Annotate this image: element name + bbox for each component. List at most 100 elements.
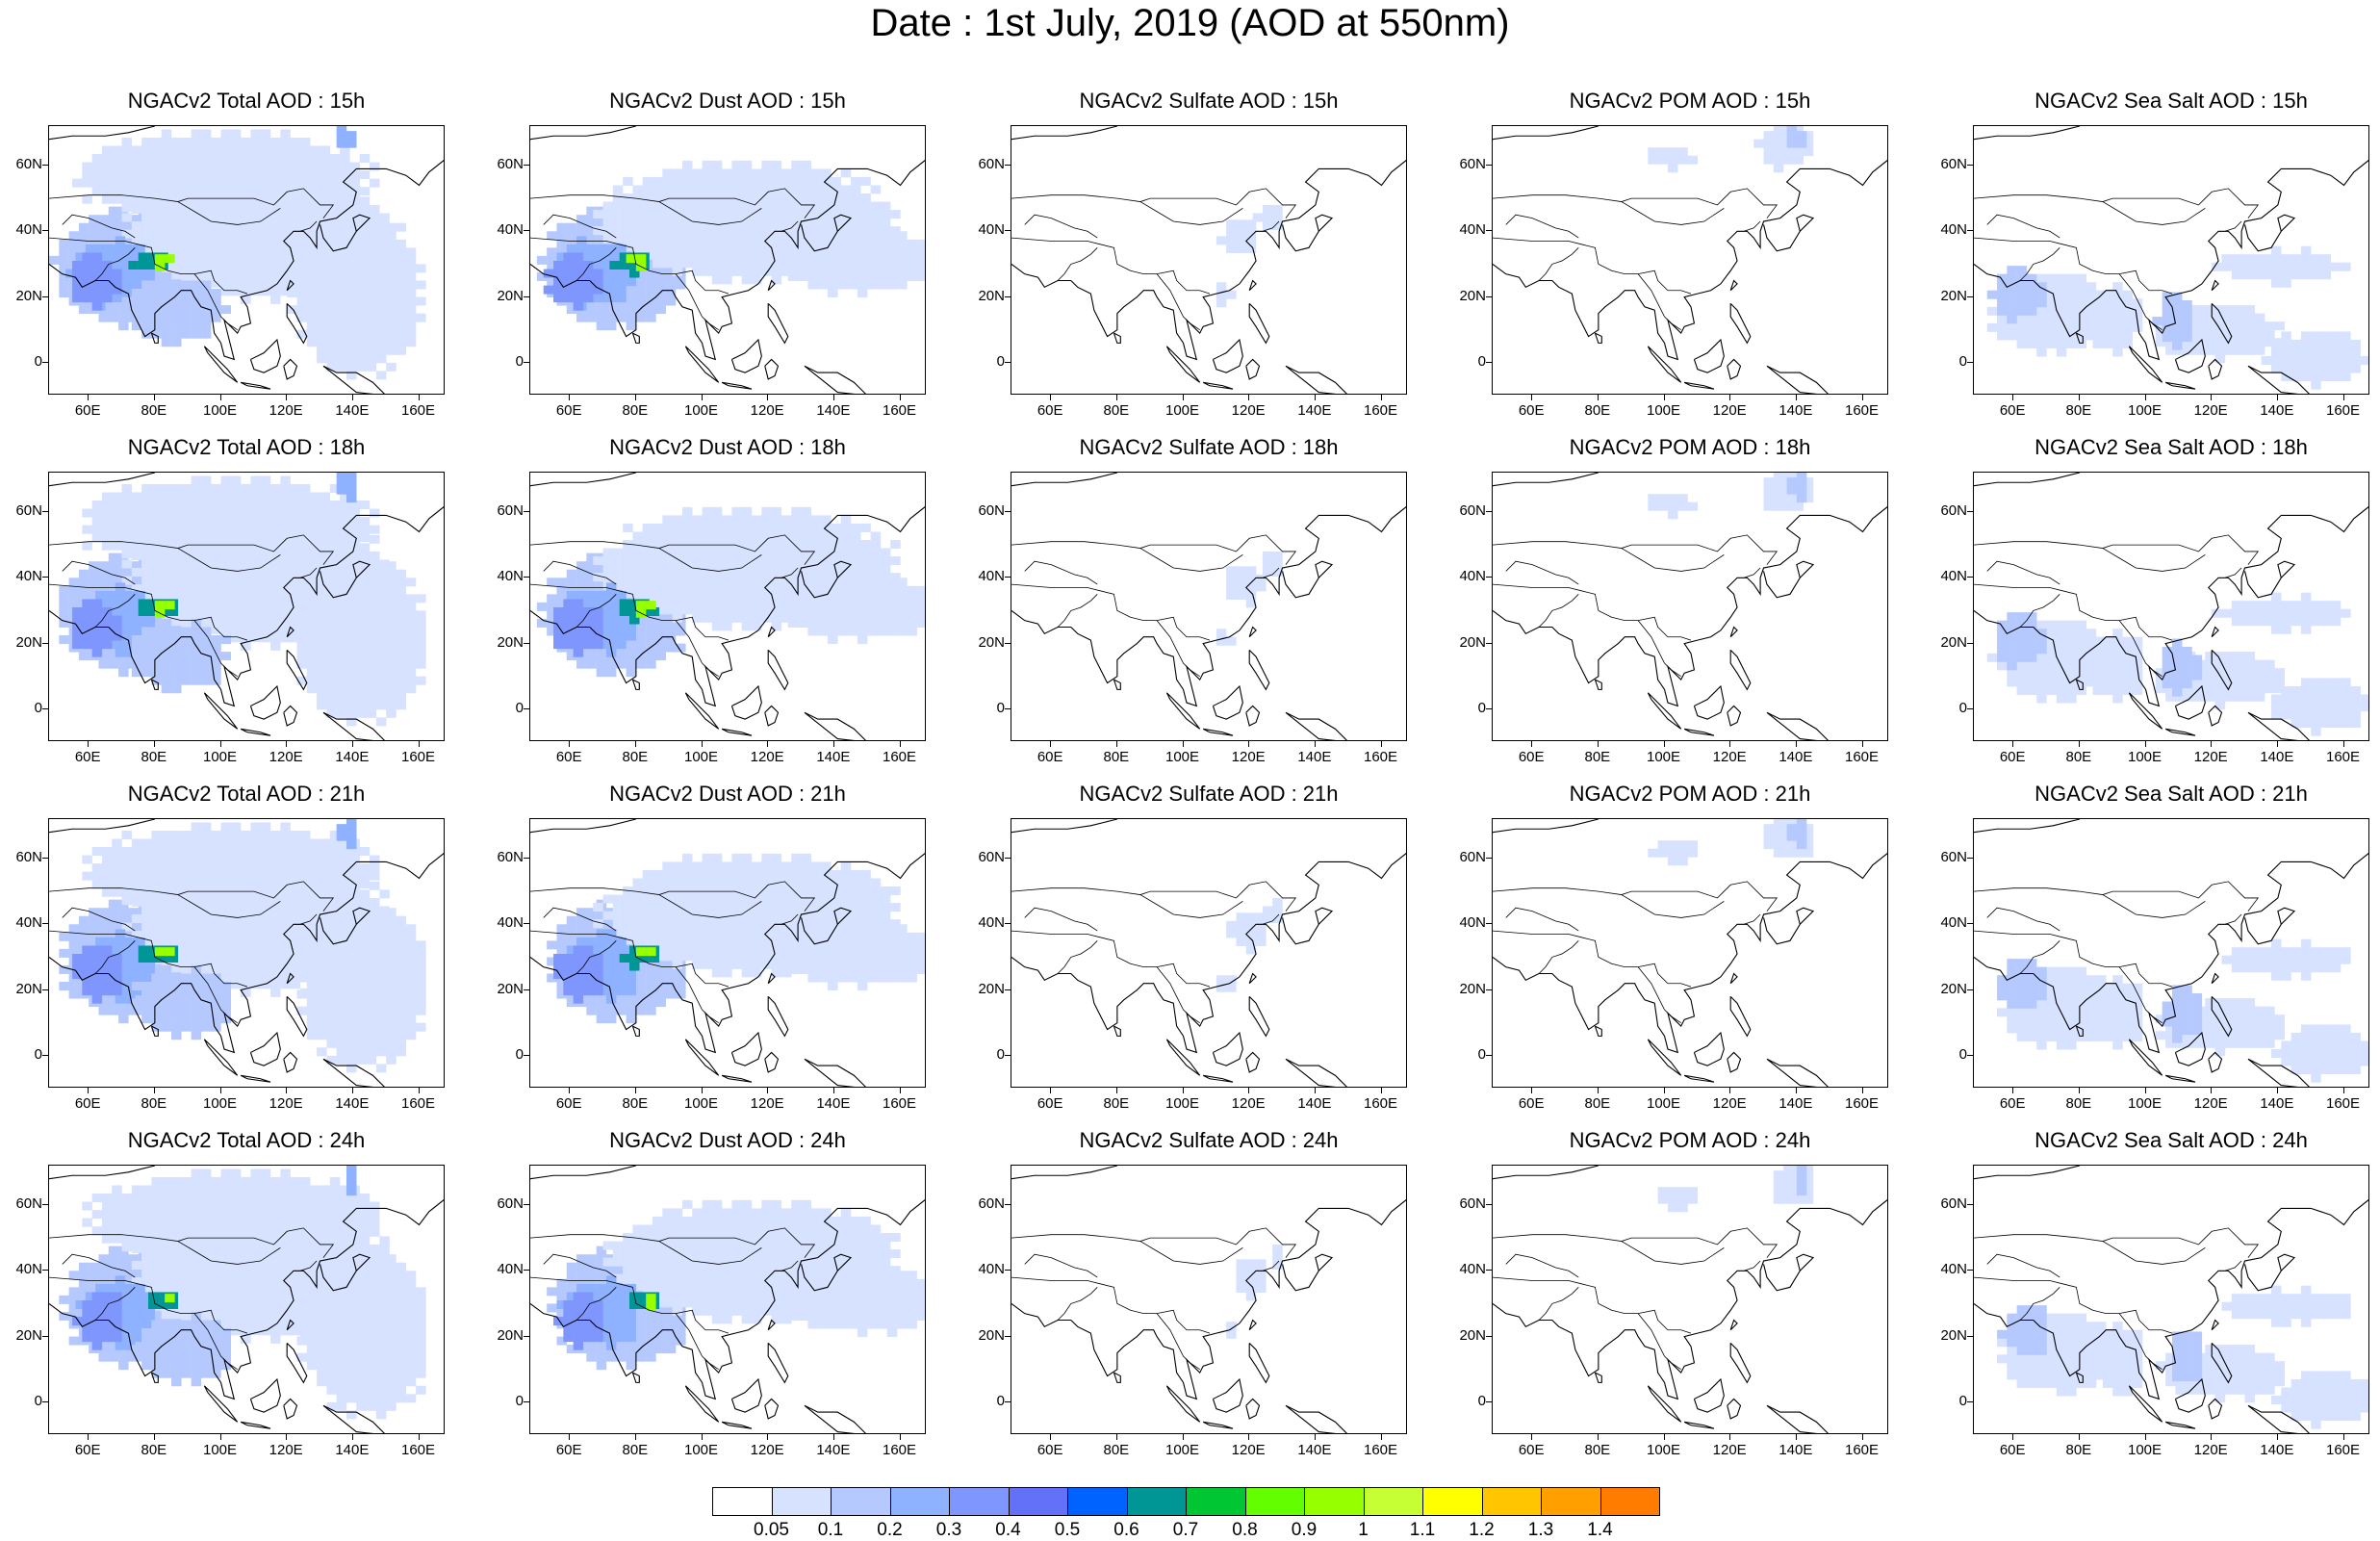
aod-cell	[1787, 131, 1798, 140]
aod-cell	[2232, 617, 2242, 626]
y-tick-label: 20N	[1929, 635, 1967, 651]
aod-cell	[132, 568, 142, 577]
aod-map-total-15h	[48, 125, 445, 395]
aod-cell	[181, 170, 192, 179]
aod-cell	[636, 601, 647, 609]
x-tick	[1116, 741, 1117, 747]
aod-cell	[2123, 645, 2134, 654]
aod-cell	[831, 531, 841, 540]
aod-cell	[231, 593, 242, 602]
aod-cell	[731, 507, 742, 516]
aod-cell	[2281, 609, 2291, 618]
aod-cell	[574, 599, 584, 607]
aod-cell	[376, 338, 387, 347]
aod-cell	[2341, 356, 2351, 365]
aod-cell	[102, 542, 113, 551]
aod-cell	[2311, 365, 2321, 373]
aod-cell	[221, 526, 232, 534]
aod-cell	[761, 202, 772, 211]
aod-cell	[2057, 678, 2067, 686]
aod-cell	[692, 185, 703, 193]
aod-cell	[2281, 356, 2291, 365]
aod-cell	[791, 193, 802, 202]
aod-cell	[742, 515, 753, 524]
aod-cell	[270, 584, 281, 593]
aod-cell	[141, 501, 152, 509]
aod-map-total-18h	[48, 472, 445, 741]
aod-cell	[798, 610, 808, 619]
aod-cell	[122, 179, 132, 188]
aod-cell	[297, 280, 308, 289]
aod-cell	[112, 195, 122, 204]
aod-cell	[261, 517, 271, 526]
aod-cell	[201, 179, 212, 188]
x-tick-label: 60E	[1507, 403, 1555, 419]
x-tick	[2079, 395, 2080, 400]
aod-cell	[141, 577, 152, 585]
aod-cell	[406, 289, 417, 297]
aod-cell	[356, 610, 367, 619]
aod-cell	[2271, 347, 2282, 356]
aod-cell	[181, 601, 192, 609]
aod-cell	[917, 264, 926, 272]
aod-cell	[162, 484, 172, 493]
aod-cell	[270, 238, 281, 246]
aod-cell	[703, 524, 713, 532]
aod-cell	[367, 305, 377, 314]
aod-cell	[2007, 274, 2017, 283]
aod-cell	[2301, 356, 2312, 365]
aod-cell	[192, 270, 202, 279]
aod-cell	[742, 549, 753, 557]
aod-cell	[211, 584, 221, 593]
aod-cell	[1774, 147, 1784, 156]
coastline	[1684, 382, 1714, 389]
aod-cell	[89, 924, 99, 933]
aod-cell	[851, 556, 861, 565]
aod-cell	[141, 221, 152, 230]
aod-cell	[320, 517, 331, 526]
aod-cell	[2331, 711, 2342, 720]
aod-cell	[2205, 677, 2215, 685]
aod-cell	[2341, 609, 2351, 618]
aod-cell	[112, 517, 122, 526]
aod-cell	[2066, 694, 2077, 703]
aod-cell	[151, 559, 162, 568]
aod-cell	[132, 203, 142, 212]
aod-cell	[211, 542, 221, 551]
aod-cell	[722, 581, 732, 590]
aod-cell	[112, 179, 122, 188]
aod-cell	[2291, 340, 2302, 348]
aod-cell	[69, 933, 80, 941]
aod-cell	[297, 644, 308, 653]
aod-cell	[2301, 365, 2312, 373]
x-tick-label: 100E	[1159, 403, 1207, 419]
aod-cell	[722, 210, 732, 218]
aod-cell	[367, 610, 377, 619]
aod-cell	[2205, 668, 2215, 677]
aod-cell	[102, 509, 113, 518]
aod-cell	[201, 187, 212, 195]
aod-cell	[201, 238, 212, 246]
aod-cell	[1236, 236, 1246, 244]
aod-cell	[655, 644, 666, 653]
aod-cell	[2301, 372, 2312, 381]
aod-cell	[2291, 617, 2302, 626]
aod-cell	[416, 314, 426, 322]
aod-cell	[340, 195, 350, 204]
aod-cell	[192, 627, 202, 635]
aod-cell	[337, 619, 347, 628]
aod-cell	[141, 517, 152, 526]
aod-cell	[2017, 645, 2028, 654]
x-tick	[2012, 741, 2013, 747]
aod-cell	[673, 168, 683, 177]
aod-cell	[2225, 652, 2236, 660]
aod-cell	[250, 550, 261, 558]
y-tick	[42, 165, 48, 166]
aod-cell	[2205, 347, 2215, 355]
aod-cell	[772, 540, 782, 549]
coastline	[241, 729, 270, 735]
aod-cell	[2262, 270, 2272, 279]
x-tick-label: 160E	[1838, 750, 1886, 765]
aod-cell	[1226, 244, 1237, 253]
aod-cell	[1764, 147, 1775, 156]
